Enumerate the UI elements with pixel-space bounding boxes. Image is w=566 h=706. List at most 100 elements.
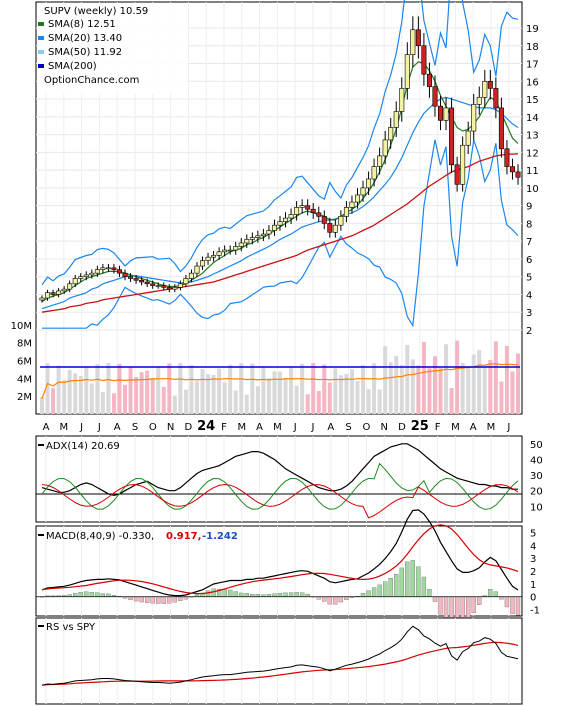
- legend-sma8: SMA(8) 12.51: [48, 19, 116, 30]
- volume-bar: [217, 368, 222, 414]
- volume-bar: [421, 341, 426, 414]
- adx-tick-label: 50: [530, 440, 543, 451]
- candle-body: [399, 88, 405, 112]
- price-tick-label: 9: [526, 202, 532, 213]
- volume-bar: [211, 374, 216, 414]
- candle-body: [476, 96, 482, 105]
- candle-body: [460, 144, 466, 185]
- volume-bar: [123, 384, 128, 414]
- volume-bar: [117, 363, 122, 414]
- volume-bar: [228, 364, 233, 414]
- volume-bar: [239, 363, 244, 414]
- adx-lines: [41, 443, 519, 519]
- candle-body: [449, 107, 455, 166]
- candle-body: [288, 214, 294, 219]
- candle-body: [56, 290, 62, 295]
- macd-histogram-bar: [128, 596, 133, 601]
- volume-bar: [383, 346, 388, 414]
- candle-body: [205, 256, 211, 262]
- candle-body: [211, 255, 217, 258]
- volume-bar: [283, 377, 288, 414]
- rs-label-dash: [38, 625, 44, 627]
- volume-bar: [471, 354, 476, 414]
- price-tick-label: 4: [526, 290, 532, 301]
- month-tick-label: M: [451, 422, 460, 433]
- macd-histogram-bar: [228, 589, 233, 597]
- volume-bar: [62, 380, 67, 414]
- price-tick-label: 11: [526, 166, 539, 177]
- adx-tick-label: 40: [530, 455, 543, 466]
- volume-bar: [100, 391, 105, 414]
- macd-histogram-bar: [466, 596, 471, 621]
- macd-tick-label: 3: [530, 554, 536, 565]
- macd-histogram-bar: [299, 592, 305, 597]
- legend-swatch-sma20: [38, 36, 44, 40]
- macd-histogram-bar: [100, 593, 106, 597]
- adx-line: [41, 443, 518, 497]
- candle-body: [233, 246, 239, 251]
- macd-histogram-bar: [399, 567, 404, 597]
- price-axis: 2 3 4 5 6 7 8 9 10 11 12 13 14 15 16 17 18 19: [526, 24, 539, 337]
- macd-label-dash: [38, 534, 44, 536]
- candle-body: [100, 267, 106, 270]
- volume-bar: [366, 389, 371, 414]
- volume-bar: [194, 381, 199, 414]
- month-tick-label: A: [43, 422, 50, 433]
- macd-histogram-bar: [432, 596, 438, 602]
- volume-bar: [178, 363, 183, 414]
- volume-bar: [128, 367, 133, 414]
- candle-body: [504, 148, 510, 167]
- candle-body: [454, 164, 460, 185]
- candle-body: [61, 288, 67, 292]
- volume-bar: [361, 365, 366, 414]
- month-tick-label: O: [362, 422, 370, 433]
- price-tick-label: 12: [526, 148, 539, 159]
- candle-body: [283, 217, 289, 222]
- candle-body: [128, 276, 134, 279]
- rs-panel: [35, 617, 523, 705]
- macd-histogram-bar: [239, 592, 244, 597]
- volume-bar: [349, 369, 354, 414]
- macd-histogram-bar: [95, 592, 100, 597]
- macd-histogram-bar: [388, 578, 393, 597]
- volume-bar: [377, 389, 382, 414]
- volume-bar: [338, 375, 343, 414]
- macd-tick-label: -1: [530, 606, 540, 617]
- month-tick-label: D: [398, 422, 406, 433]
- month-tick-label: M: [273, 422, 282, 433]
- price-tick-label: 3: [526, 308, 532, 319]
- volume-bar: [45, 363, 50, 414]
- legend-source: OptionChance.com: [44, 75, 139, 86]
- candle-body: [172, 287, 178, 290]
- candle-body: [332, 224, 338, 233]
- month-tick-label: A: [470, 422, 477, 433]
- month-tick-label: 25: [411, 419, 429, 434]
- candle-body: [277, 221, 283, 226]
- volume-bar: [161, 386, 166, 414]
- volume-bar: [449, 388, 454, 414]
- macd-histogram-bar: [172, 596, 177, 603]
- price-tick-label: 17: [526, 60, 539, 71]
- candle-body: [410, 29, 416, 55]
- rs-average-line: [41, 641, 519, 686]
- volume-bar: [438, 368, 443, 414]
- volume-bar: [73, 373, 78, 414]
- adx-tick-label: 30: [530, 471, 543, 482]
- volume-bar: [200, 369, 205, 414]
- adx-label-dash: [38, 444, 44, 446]
- macd-value-hist: -1.242: [202, 531, 238, 542]
- macd-tick-label: 1: [530, 580, 536, 591]
- candle-body: [133, 278, 139, 281]
- macd-histogram-bar: [222, 589, 227, 597]
- price-tick-label: 16: [526, 77, 539, 88]
- macd-tick-label: 5: [530, 528, 536, 539]
- volume-bar: [84, 367, 89, 414]
- volume-bar: [134, 377, 139, 414]
- candle-body: [122, 272, 128, 278]
- candle-body: [343, 207, 349, 217]
- volume-bar: [300, 363, 305, 414]
- price-tick-label: 19: [526, 24, 539, 35]
- candle-body: [321, 216, 327, 224]
- volume-bar: [444, 344, 449, 414]
- candle-body: [360, 187, 366, 196]
